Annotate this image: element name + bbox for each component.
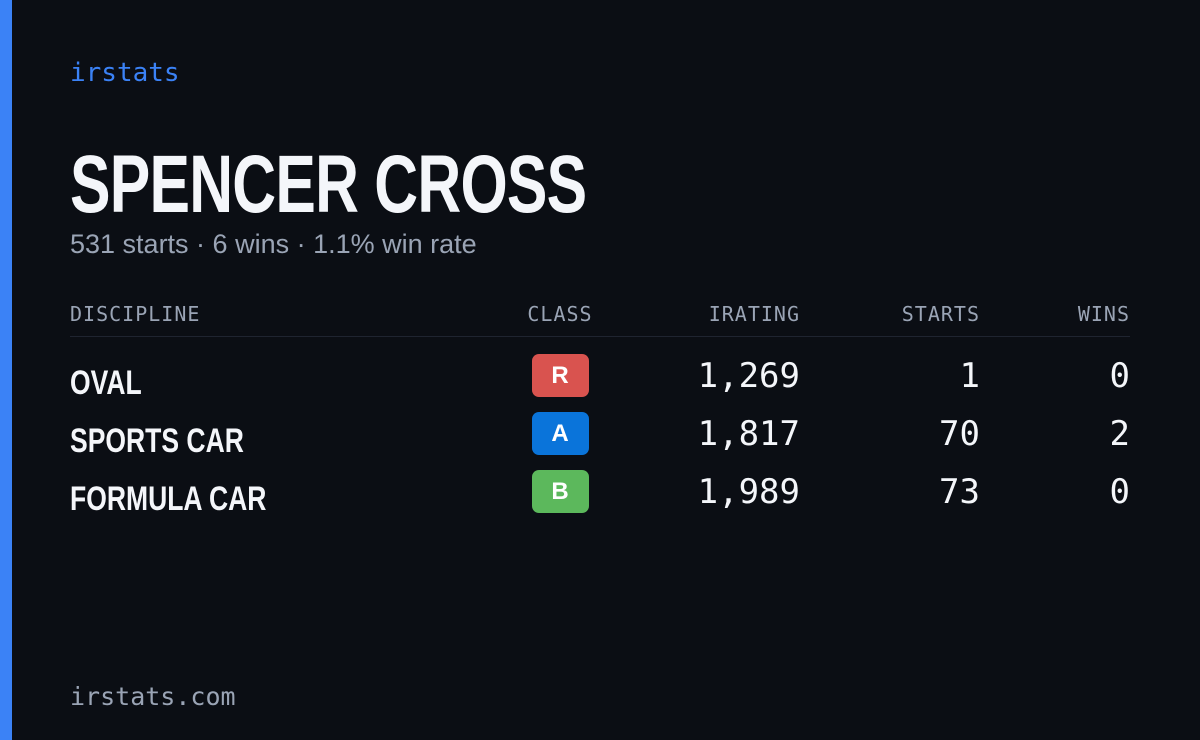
- irating-value: 1,817: [697, 414, 800, 454]
- starts-value: 73: [939, 472, 980, 512]
- starts-value: 1: [959, 356, 980, 396]
- discipline: OVAL: [70, 364, 142, 402]
- title: SPENCER CROSS: [70, 139, 587, 230]
- discipline: SPORTS CAR: [70, 422, 244, 460]
- class-badge: B: [531, 470, 589, 513]
- discipline: FORMULA CAR: [70, 480, 267, 518]
- starts-value: 70: [939, 414, 980, 454]
- wins-value: 2: [1109, 414, 1130, 454]
- column-header: WINS: [1077, 302, 1130, 326]
- brand: irstats: [70, 58, 180, 88]
- class-badge: R: [531, 354, 589, 397]
- column-header: CLASS: [527, 302, 593, 326]
- accent-bar: [0, 0, 12, 740]
- irating-value: 1,269: [697, 356, 800, 396]
- irating-value: 1,989: [697, 472, 800, 512]
- divider: [70, 336, 1130, 337]
- subtitle: 531 starts · 6 wins · 1.1% win rate: [70, 229, 477, 259]
- wins-value: 0: [1109, 356, 1130, 396]
- footer: irstats.com: [70, 682, 236, 711]
- column-header: STARTS: [901, 302, 980, 326]
- class-badge: A: [531, 412, 589, 455]
- column-header: DISCIPLINE: [70, 302, 201, 326]
- wins-value: 0: [1109, 472, 1130, 512]
- column-header: IRATING: [708, 302, 800, 326]
